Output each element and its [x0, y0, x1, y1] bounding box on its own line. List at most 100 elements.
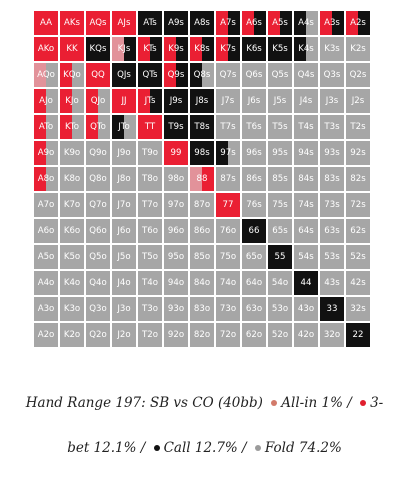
hand-cell-75s: 75s [267, 192, 293, 218]
hand-cell-k8s: K8s [189, 36, 215, 62]
hand-cell-k5o: K5o [59, 244, 85, 270]
hand-label: K6o [63, 226, 81, 236]
action-segment-call [150, 89, 162, 113]
hand-cell-t4s: T4s [293, 114, 319, 140]
action-segment-call [228, 11, 240, 35]
hand-cell-q3o: Q3o [85, 296, 111, 322]
hand-cell-t4o: T4o [137, 270, 163, 296]
caption-line-2: bet 12.1% / Call 12.7% / Fold 74.2% [0, 440, 409, 456]
action-segment-fold [46, 63, 58, 87]
action-segment-fold [294, 115, 318, 139]
hand-label: K8s [194, 44, 210, 54]
hand-label: J6o [117, 226, 131, 236]
hand-cell-77: 77 [215, 192, 241, 218]
hand-cell-83o: 83o [189, 296, 215, 322]
action-segment-call [190, 141, 214, 165]
hand-cell-j5o: J5o [111, 244, 137, 270]
hand-label: QJs [117, 70, 131, 80]
hand-cell-t7o: T7o [137, 192, 163, 218]
hand-label: 99 [170, 148, 182, 158]
hand-label: J2o [117, 330, 131, 340]
action-segment-fold [164, 219, 188, 243]
hand-cell-q7s: Q7s [215, 62, 241, 88]
action-segment-fold [320, 219, 344, 243]
hand-label: A5s [272, 18, 288, 28]
hand-cell-a4s: A4s [293, 10, 319, 36]
hand-label: A7o [37, 200, 55, 210]
hand-cell-j8o: J8o [111, 166, 137, 192]
hand-label: T4o [142, 278, 158, 288]
hand-label: A3s [324, 18, 340, 28]
hand-label: 33 [326, 304, 338, 314]
hand-cell-43s: 43s [319, 270, 345, 296]
action-segment-threebet [60, 37, 84, 61]
action-segment-fold [164, 245, 188, 269]
hand-cell-k2o: K2o [59, 322, 85, 348]
hand-label: T2o [142, 330, 158, 340]
hand-label: J9s [169, 96, 183, 106]
hand-label: 82s [350, 174, 366, 184]
action-segment-fold [34, 271, 58, 295]
hand-label: A3o [37, 304, 55, 314]
hand-cell-q6o: Q6o [85, 218, 111, 244]
hand-cell-k9o: K9o [59, 140, 85, 166]
hand-label: T6s [246, 122, 262, 132]
action-segment-fold [268, 63, 292, 87]
action-segment-call [190, 11, 214, 35]
hand-label: K7s [220, 44, 236, 54]
hand-label: KQo [63, 70, 81, 80]
hand-label: 96s [246, 148, 262, 158]
hand-cell-87o: 87o [189, 192, 215, 218]
hand-cell-a3o: A3o [33, 296, 59, 322]
action-segment-fold [320, 141, 344, 165]
hand-label: 83s [324, 174, 340, 184]
hand-label: 83o [193, 304, 211, 314]
hand-cell-88: 88 [189, 166, 215, 192]
action-segment-call [332, 11, 344, 35]
caption-title: Hand Range 197: SB vs CO (40bb) [25, 395, 263, 411]
action-segment-fold [306, 11, 318, 35]
action-segment-fold [320, 89, 344, 113]
hand-label: T3o [142, 304, 158, 314]
action-segment-threebet [112, 89, 136, 113]
hand-cell-k3o: K3o [59, 296, 85, 322]
hand-label: Q2s [349, 70, 367, 80]
hand-cell-a2s: A2s [345, 10, 371, 36]
hand-cell-86o: 86o [189, 218, 215, 244]
hand-label: 92o [167, 330, 185, 340]
hand-cell-aqo: AQo [33, 62, 59, 88]
action-segment-fold [306, 37, 318, 61]
hand-label: 44 [300, 278, 312, 288]
action-segment-fold [346, 219, 370, 243]
hand-cell-84s: 84s [293, 166, 319, 192]
hand-cell-73s: 73s [319, 192, 345, 218]
hand-label: Q3s [323, 70, 341, 80]
hand-label: KTs [143, 44, 157, 54]
action-segment-fold [216, 115, 240, 139]
hand-cell-kqo: KQo [59, 62, 85, 88]
hand-label: 75o [219, 252, 237, 262]
action-segment-fold [164, 297, 188, 321]
hand-label: 97s [220, 148, 236, 158]
action-segment-fold [268, 141, 292, 165]
hand-cell-a6o: A6o [33, 218, 59, 244]
action-segment-threebet [86, 63, 110, 87]
action-segment-threebet_light [112, 37, 124, 61]
hand-label: TT [144, 122, 156, 132]
hand-label: 82o [193, 330, 211, 340]
hand-label: 43s [324, 278, 340, 288]
hand-label: 86s [246, 174, 262, 184]
hand-cell-85o: 85o [189, 244, 215, 270]
hand-cell-a8s: A8s [189, 10, 215, 36]
hand-cell-q2o: Q2o [85, 322, 111, 348]
action-segment-fold [242, 89, 266, 113]
hand-cell-k4s: K4s [293, 36, 319, 62]
hand-cell-q6s: Q6s [241, 62, 267, 88]
fold-legend-dot-icon [254, 444, 261, 451]
hand-cell-j2s: J2s [345, 88, 371, 114]
hand-cell-97s: 97s [215, 140, 241, 166]
hand-label: J2s [351, 96, 365, 106]
action-segment-fold [60, 271, 84, 295]
hand-cell-t9s: T9s [163, 114, 189, 140]
hand-cell-95o: 95o [163, 244, 189, 270]
